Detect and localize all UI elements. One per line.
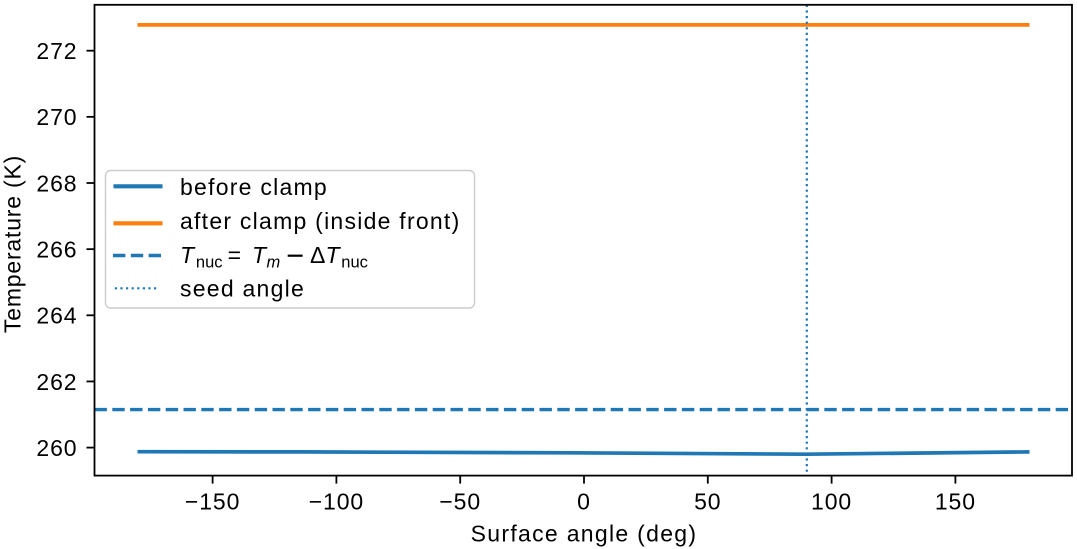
svg-text:262: 262: [36, 369, 77, 395]
svg-text:50: 50: [694, 489, 721, 515]
svg-text:150: 150: [935, 489, 976, 515]
svg-text:T: T: [326, 242, 342, 268]
svg-text:nuc: nuc: [196, 254, 223, 272]
svg-text:T: T: [180, 242, 196, 268]
svg-text:m: m: [267, 254, 281, 272]
svg-text:268: 268: [36, 170, 77, 196]
svg-text:before clamp: before clamp: [180, 174, 328, 200]
svg-text:after clamp (inside front): after clamp (inside front): [180, 208, 460, 234]
svg-text:=: =: [228, 242, 241, 268]
svg-text:264: 264: [36, 303, 77, 329]
svg-text:0: 0: [577, 489, 591, 515]
svg-text:seed angle: seed angle: [180, 276, 305, 302]
svg-text:272: 272: [36, 38, 77, 64]
svg-text:−100: −100: [309, 489, 364, 515]
svg-text:nuc: nuc: [341, 254, 368, 272]
svg-text:−150: −150: [185, 489, 240, 515]
svg-text:T: T: [252, 242, 268, 268]
svg-text:Surface angle (deg): Surface angle (deg): [471, 521, 698, 547]
svg-text:−50: −50: [439, 489, 481, 515]
svg-text:100: 100: [811, 489, 852, 515]
svg-text:266: 266: [36, 237, 77, 263]
svg-text:Temperature (K): Temperature (K): [0, 155, 26, 333]
svg-text:260: 260: [36, 435, 77, 461]
svg-text:270: 270: [36, 104, 77, 130]
svg-text:Δ: Δ: [310, 242, 325, 268]
